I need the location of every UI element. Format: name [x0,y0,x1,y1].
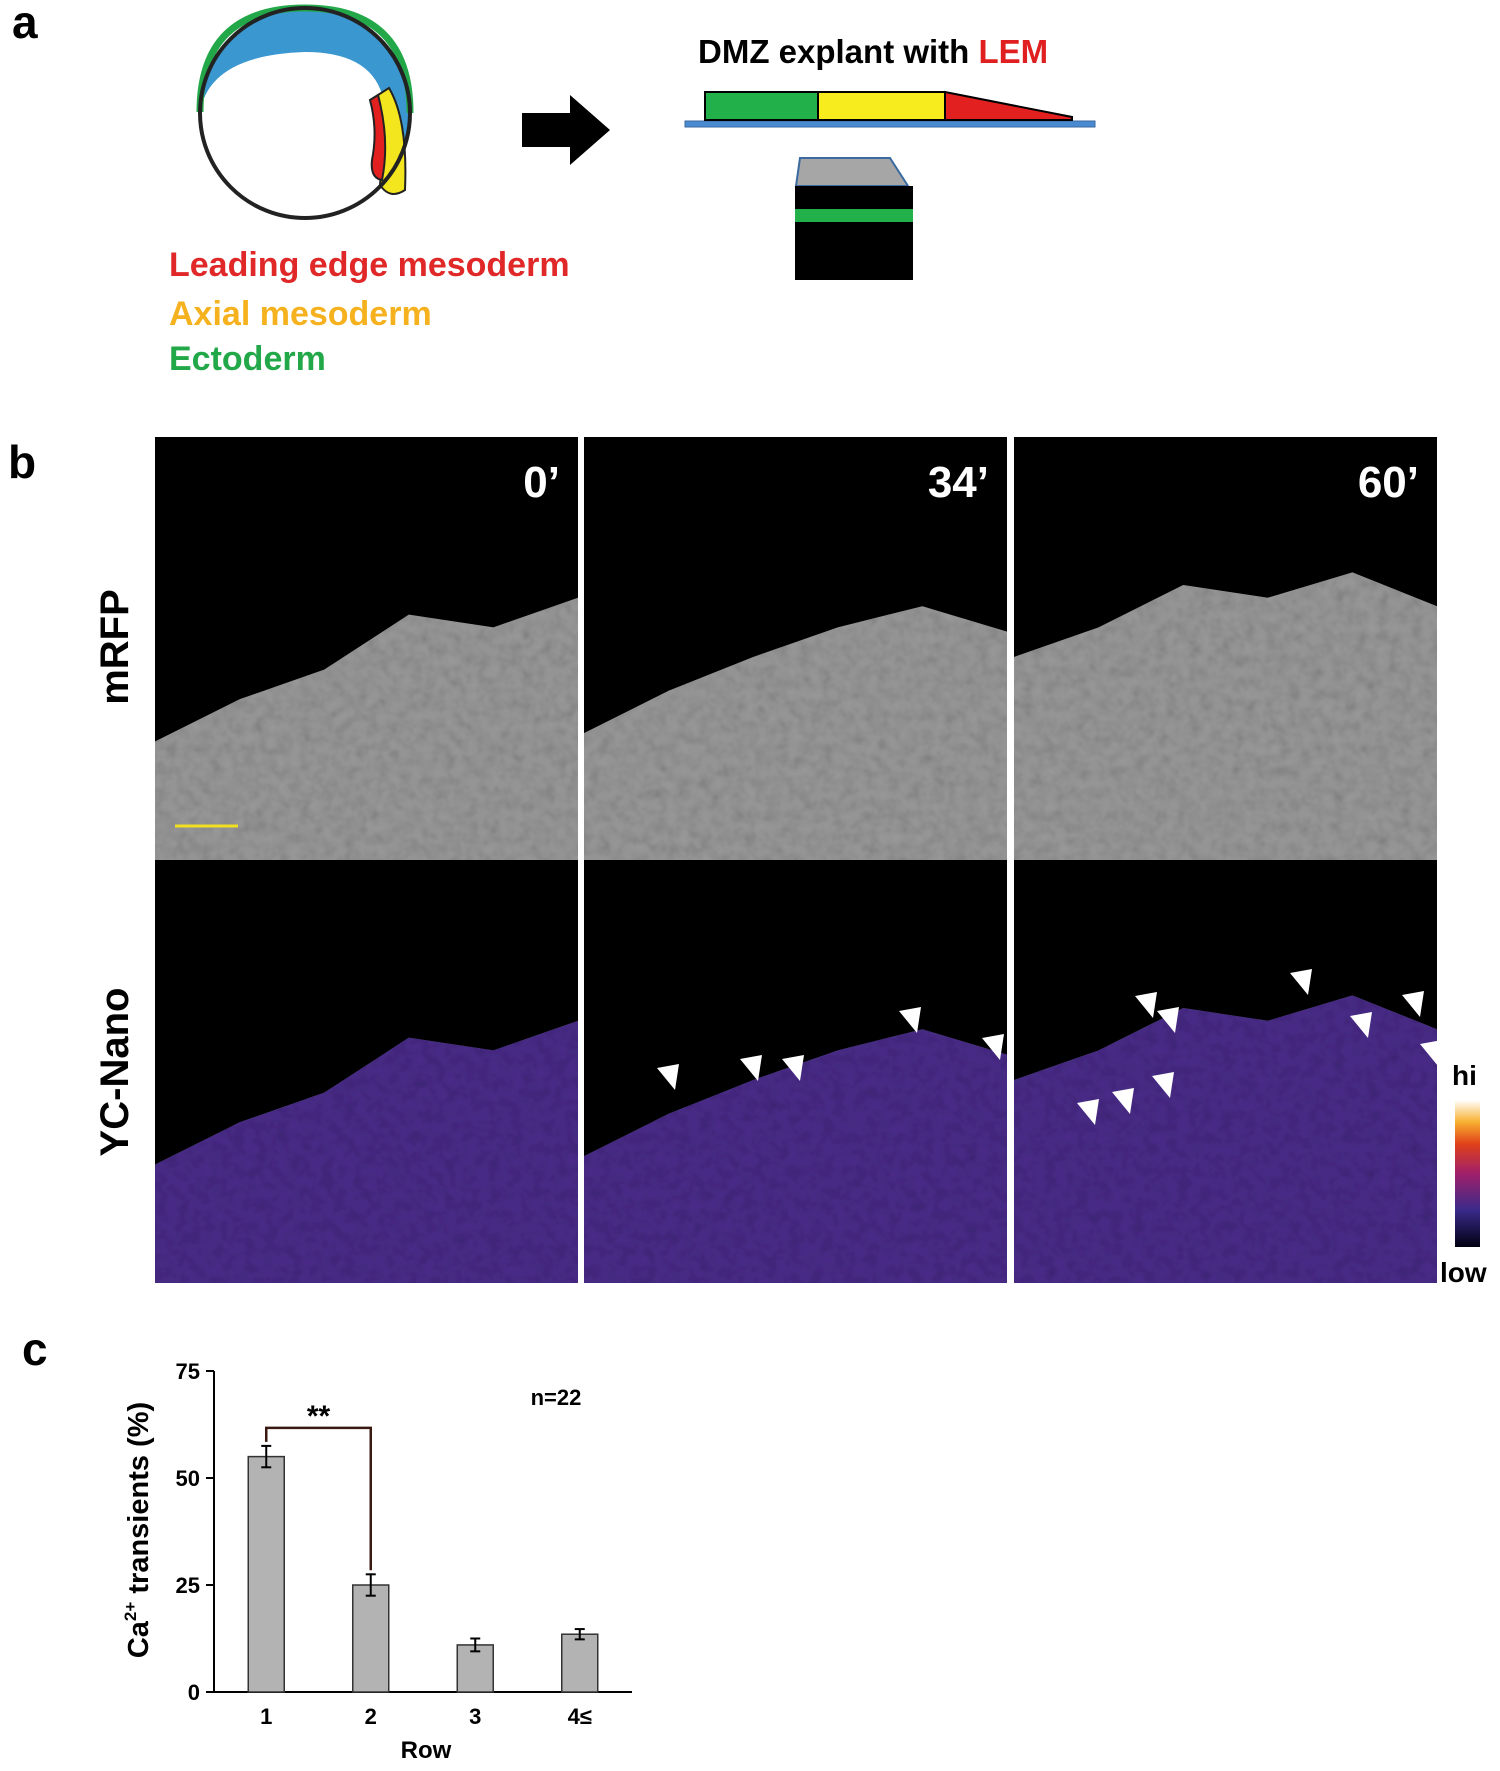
explant-diagram [684,90,1096,280]
arrowhead [740,1055,762,1081]
y-axis-label-base: Ca [123,1620,155,1658]
y-tick-label: 75 [176,1359,200,1384]
bar [352,1584,390,1693]
x-tick-label: 2 [365,1704,377,1729]
colorbar-hi: hi [1452,1060,1477,1091]
y-tick-label: 25 [176,1573,200,1598]
arrowhead [1135,992,1157,1018]
bar [456,1644,494,1693]
y-axis-label: Ca2+ transients (%) [121,1402,155,1658]
legend-leading-edge: Leading edge mesoderm [169,246,570,284]
mrfp-tissue [1014,572,1437,860]
x-tick-label: 3 [469,1704,481,1729]
arrowhead [1157,1007,1179,1033]
time-label: 0’ [523,458,560,507]
explant-title: DMZ explant with LEM [698,33,1048,70]
error-bar [470,1637,481,1653]
ycnano-tissue [155,1020,578,1283]
mrfp-tissue [155,597,578,860]
colorbar [1455,1100,1480,1247]
colorbar-low: low [1440,1257,1487,1288]
arrowhead [1420,1040,1442,1066]
embryo-diagram [196,4,414,220]
arrowhead [1290,969,1312,995]
arrowhead [1350,1012,1372,1038]
y-axis-label-sup: 2+ [121,1602,140,1621]
explant-title-highlight: LEM [979,33,1049,70]
error-bar [365,1573,376,1597]
bar-chart: 0 25 50 75 1 2 3 4≤ ** [176,1359,632,1729]
arrowhead [782,1055,804,1081]
time-label: 34’ [928,458,989,507]
arrowhead [1077,1099,1099,1125]
arrowhead [1402,991,1424,1017]
y-tick-label: 50 [176,1466,200,1491]
explant-title-text: DMZ explant with [698,33,979,70]
row-label: mRFP [93,589,137,705]
arrow [522,95,610,165]
significance-bracket [265,1426,372,1571]
legend-axial: Axial mesoderm [169,295,432,333]
image-grid: 0’ 34’ 60’ [155,437,1442,1283]
panel-label: b [8,436,36,488]
x-tick-label: 4≤ [568,1704,592,1729]
arrowhead [1152,1072,1174,1098]
time-label: 60’ [1358,458,1419,507]
panel-label: a [12,0,38,48]
ycnano-tissue [1014,995,1437,1283]
bar [561,1633,599,1693]
bar [247,1455,285,1693]
legend-ectoderm: Ectoderm [169,340,326,378]
row-label: YC-Nano [93,988,137,1157]
mrfp-tissue [584,606,1007,860]
y-tick-label: 0 [188,1680,200,1705]
n-annotation: n=22 [531,1385,582,1410]
x-axis-label: Row [401,1737,452,1764]
error-bar [261,1444,272,1469]
significance-label: ** [307,1400,331,1433]
arrowhead [982,1034,1004,1060]
panel-label: c [22,1323,48,1375]
arrowhead [657,1064,679,1090]
y-axis-label-rest: transients (%) [123,1402,155,1602]
ycnano-tissue [584,1029,1007,1283]
arrowhead [899,1007,921,1033]
arrowhead [1112,1088,1134,1114]
error-bar [574,1628,585,1641]
x-tick-label: 1 [260,1704,272,1729]
